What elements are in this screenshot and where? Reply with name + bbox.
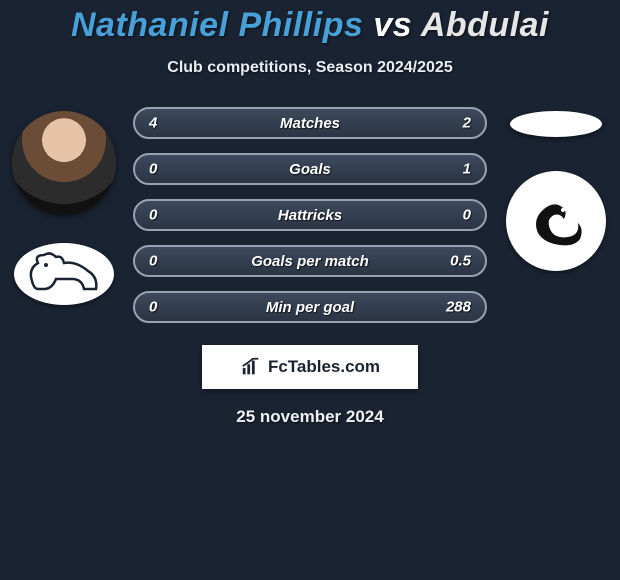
comparison-card: Nathaniel Phillips vs Abdulai Club compe…: [0, 0, 620, 427]
stat-value-left: 0: [149, 161, 157, 178]
right-player-column: [500, 107, 620, 271]
stat-label: Matches: [280, 115, 340, 132]
stat-value-right: 1: [463, 161, 471, 178]
stat-value-left: 0: [149, 253, 157, 270]
stat-value-left: 4: [149, 115, 157, 132]
ram-icon: [24, 249, 104, 299]
source-badge: FcTables.com: [202, 345, 418, 389]
chart-icon: [240, 356, 262, 378]
club-badge-right: [506, 171, 606, 271]
stat-row: 0 Hattricks 0: [133, 199, 487, 231]
stat-label: Goals: [289, 161, 331, 178]
subtitle: Club competitions, Season 2024/2025: [0, 59, 620, 77]
title-player-left: Nathaniel Phillips: [71, 6, 363, 44]
player-photo-left: [12, 111, 116, 215]
stat-row: 4 Matches 2: [133, 107, 487, 139]
comparison-stage: 4 Matches 2 0 Goals 1 0 Hattricks 0 0 Go…: [0, 107, 620, 323]
stat-value-right: 0: [463, 207, 471, 224]
stat-row: 0 Goals per match 0.5: [133, 245, 487, 277]
title-vs: vs: [373, 6, 412, 44]
page-title: Nathaniel Phillips vs Abdulai: [0, 6, 620, 45]
title-player-right: Abdulai: [421, 6, 549, 44]
stat-value-left: 0: [149, 207, 157, 224]
stat-label: Goals per match: [251, 253, 369, 270]
stat-label: Min per goal: [266, 299, 354, 316]
stat-rows: 4 Matches 2 0 Goals 1 0 Hattricks 0 0 Go…: [133, 107, 487, 323]
left-player-column: [0, 107, 120, 305]
player-photo-right: [510, 111, 602, 137]
stat-row: 0 Goals 1: [133, 153, 487, 185]
stat-label: Hattricks: [278, 207, 342, 224]
club-badge-left: [14, 243, 114, 305]
date-text: 25 november 2024: [0, 407, 620, 427]
swan-icon: [524, 189, 588, 253]
stat-value-right: 2: [463, 115, 471, 132]
stat-value-right: 288: [446, 299, 471, 316]
stat-value-left: 0: [149, 299, 157, 316]
stat-value-right: 0.5: [450, 253, 471, 270]
source-text: FcTables.com: [268, 357, 380, 377]
stat-row: 0 Min per goal 288: [133, 291, 487, 323]
